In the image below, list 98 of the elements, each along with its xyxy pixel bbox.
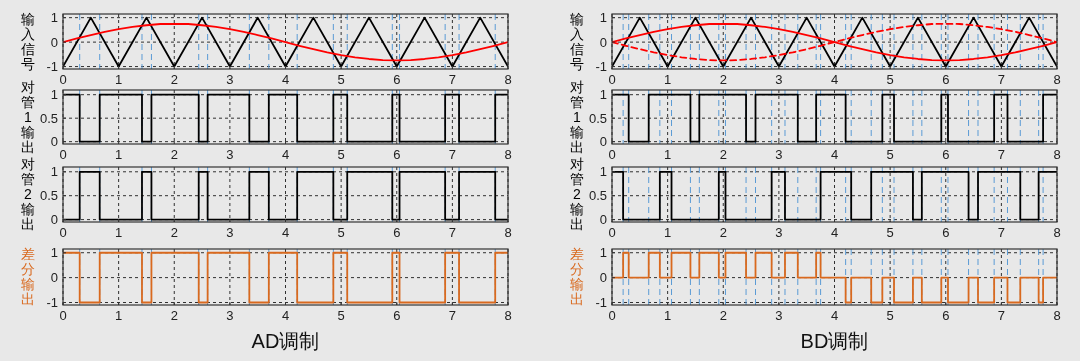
x-tick-label: 2 — [719, 72, 727, 87]
x-tick-label: 4 — [830, 72, 839, 87]
x-tick-label: 6 — [942, 72, 950, 87]
y-tick-label: 1 — [599, 164, 607, 180]
x-tick-label: 4 — [830, 308, 839, 323]
y-tick-label: 1 — [50, 245, 58, 261]
y-tick-label: 1 — [50, 164, 58, 180]
x-tick-label: 7 — [997, 72, 1005, 87]
y-tick-label: 1 — [50, 87, 58, 103]
x-tick-label: 5 — [886, 308, 894, 323]
y-tick-label: 0 — [599, 270, 607, 286]
y-tick-label: 1 — [50, 10, 58, 26]
x-tick-label: 6 — [942, 147, 950, 162]
y-tick-label: 0 — [50, 134, 58, 150]
x-tick-label: 4 — [281, 147, 290, 162]
x-tick-label: 3 — [775, 308, 783, 323]
x-tick-label: 3 — [226, 308, 234, 323]
x-axis-title: BD调制 — [800, 330, 869, 352]
x-tick-label: 6 — [393, 72, 401, 87]
y-tick-label: 0 — [50, 212, 58, 228]
x-tick-label: 2 — [719, 147, 727, 162]
x-tick-label: 5 — [337, 72, 345, 87]
x-tick-label: 8 — [504, 72, 512, 87]
y-tick-label: -1 — [595, 295, 607, 311]
y-tick-label: 0.5 — [588, 110, 607, 126]
x-tick-label: 8 — [1053, 72, 1061, 87]
y-tick-label: 0 — [599, 134, 607, 150]
x-tick-label: 1 — [115, 72, 123, 87]
y-tick-label: 0 — [599, 34, 607, 50]
x-tick-label: 3 — [226, 72, 234, 87]
y-tick-label: 1 — [599, 245, 607, 261]
x-tick-label: 2 — [719, 225, 727, 240]
y-tick-label: 0.5 — [39, 188, 58, 204]
x-tick-label: 8 — [1053, 147, 1061, 162]
x-tick-label: 5 — [337, 147, 345, 162]
x-tick-label: 4 — [281, 308, 290, 323]
y-axis-title: 差分输出 — [21, 246, 35, 307]
y-tick-label: 1 — [599, 87, 607, 103]
x-tick-label: 7 — [448, 225, 456, 240]
x-tick-label: 5 — [337, 225, 345, 240]
x-tick-label: 7 — [448, 308, 456, 323]
y-tick-label: 0.5 — [588, 188, 607, 204]
x-tick-label: 3 — [775, 225, 783, 240]
x-tick-label: 8 — [1053, 308, 1061, 323]
x-tick-label: 5 — [886, 225, 894, 240]
y-axis-title: 对管1输出 — [570, 78, 584, 155]
x-tick-label: 3 — [775, 72, 783, 87]
x-tick-label: 1 — [664, 147, 672, 162]
x-tick-label: 2 — [719, 308, 727, 323]
x-tick-label: 2 — [170, 308, 178, 323]
y-axis-title: 对管2输出 — [21, 156, 35, 232]
y-axis-title: 对管1输出 — [21, 78, 35, 155]
x-tick-label: 6 — [393, 225, 401, 240]
x-tick-label: 1 — [115, 147, 123, 162]
x-tick-label: 3 — [775, 147, 783, 162]
x-tick-label: 7 — [997, 308, 1005, 323]
y-tick-label: -1 — [595, 59, 607, 75]
x-tick-label: 2 — [170, 225, 178, 240]
x-tick-label: 8 — [1053, 225, 1061, 240]
x-tick-label: 6 — [942, 308, 950, 323]
y-tick-label: 0 — [50, 270, 58, 286]
y-tick-label: 0 — [50, 34, 58, 50]
x-axis-title: AD调制 — [251, 330, 320, 352]
x-tick-label: 1 — [115, 308, 123, 323]
y-tick-label: 0.5 — [39, 110, 58, 126]
x-tick-label: 7 — [997, 225, 1005, 240]
x-tick-label: 5 — [886, 147, 894, 162]
x-tick-label: 6 — [393, 308, 401, 323]
x-tick-label: 3 — [226, 225, 234, 240]
x-tick-label: 4 — [281, 72, 290, 87]
y-tick-label: 1 — [599, 10, 607, 26]
y-axis-title: 输入信号 — [570, 10, 584, 72]
x-tick-label: 5 — [886, 72, 894, 87]
x-tick-label: 6 — [942, 225, 950, 240]
y-tick-label: -1 — [46, 295, 58, 311]
x-tick-label: 8 — [504, 225, 512, 240]
y-tick-label: -1 — [46, 59, 58, 75]
x-tick-label: 7 — [997, 147, 1005, 162]
x-tick-label: 1 — [664, 225, 672, 240]
x-tick-label: 8 — [504, 308, 512, 323]
x-tick-label: 3 — [226, 147, 234, 162]
x-tick-label: 7 — [448, 72, 456, 87]
x-tick-label: 4 — [281, 225, 290, 240]
x-tick-label: 1 — [115, 225, 123, 240]
x-tick-label: 2 — [170, 147, 178, 162]
y-axis-title: 输入信号 — [21, 10, 35, 72]
y-axis-title: 对管2输出 — [570, 156, 584, 232]
x-tick-label: 4 — [830, 147, 839, 162]
x-tick-label: 1 — [664, 308, 672, 323]
x-tick-label: 2 — [170, 72, 178, 87]
x-tick-label: 1 — [664, 72, 672, 87]
y-axis-title: 差分输出 — [570, 246, 584, 307]
x-tick-label: 6 — [393, 147, 401, 162]
x-tick-label: 5 — [337, 308, 345, 323]
x-tick-label: 4 — [830, 225, 839, 240]
y-tick-label: 0 — [599, 212, 607, 228]
x-tick-label: 8 — [504, 147, 512, 162]
x-tick-label: 7 — [448, 147, 456, 162]
